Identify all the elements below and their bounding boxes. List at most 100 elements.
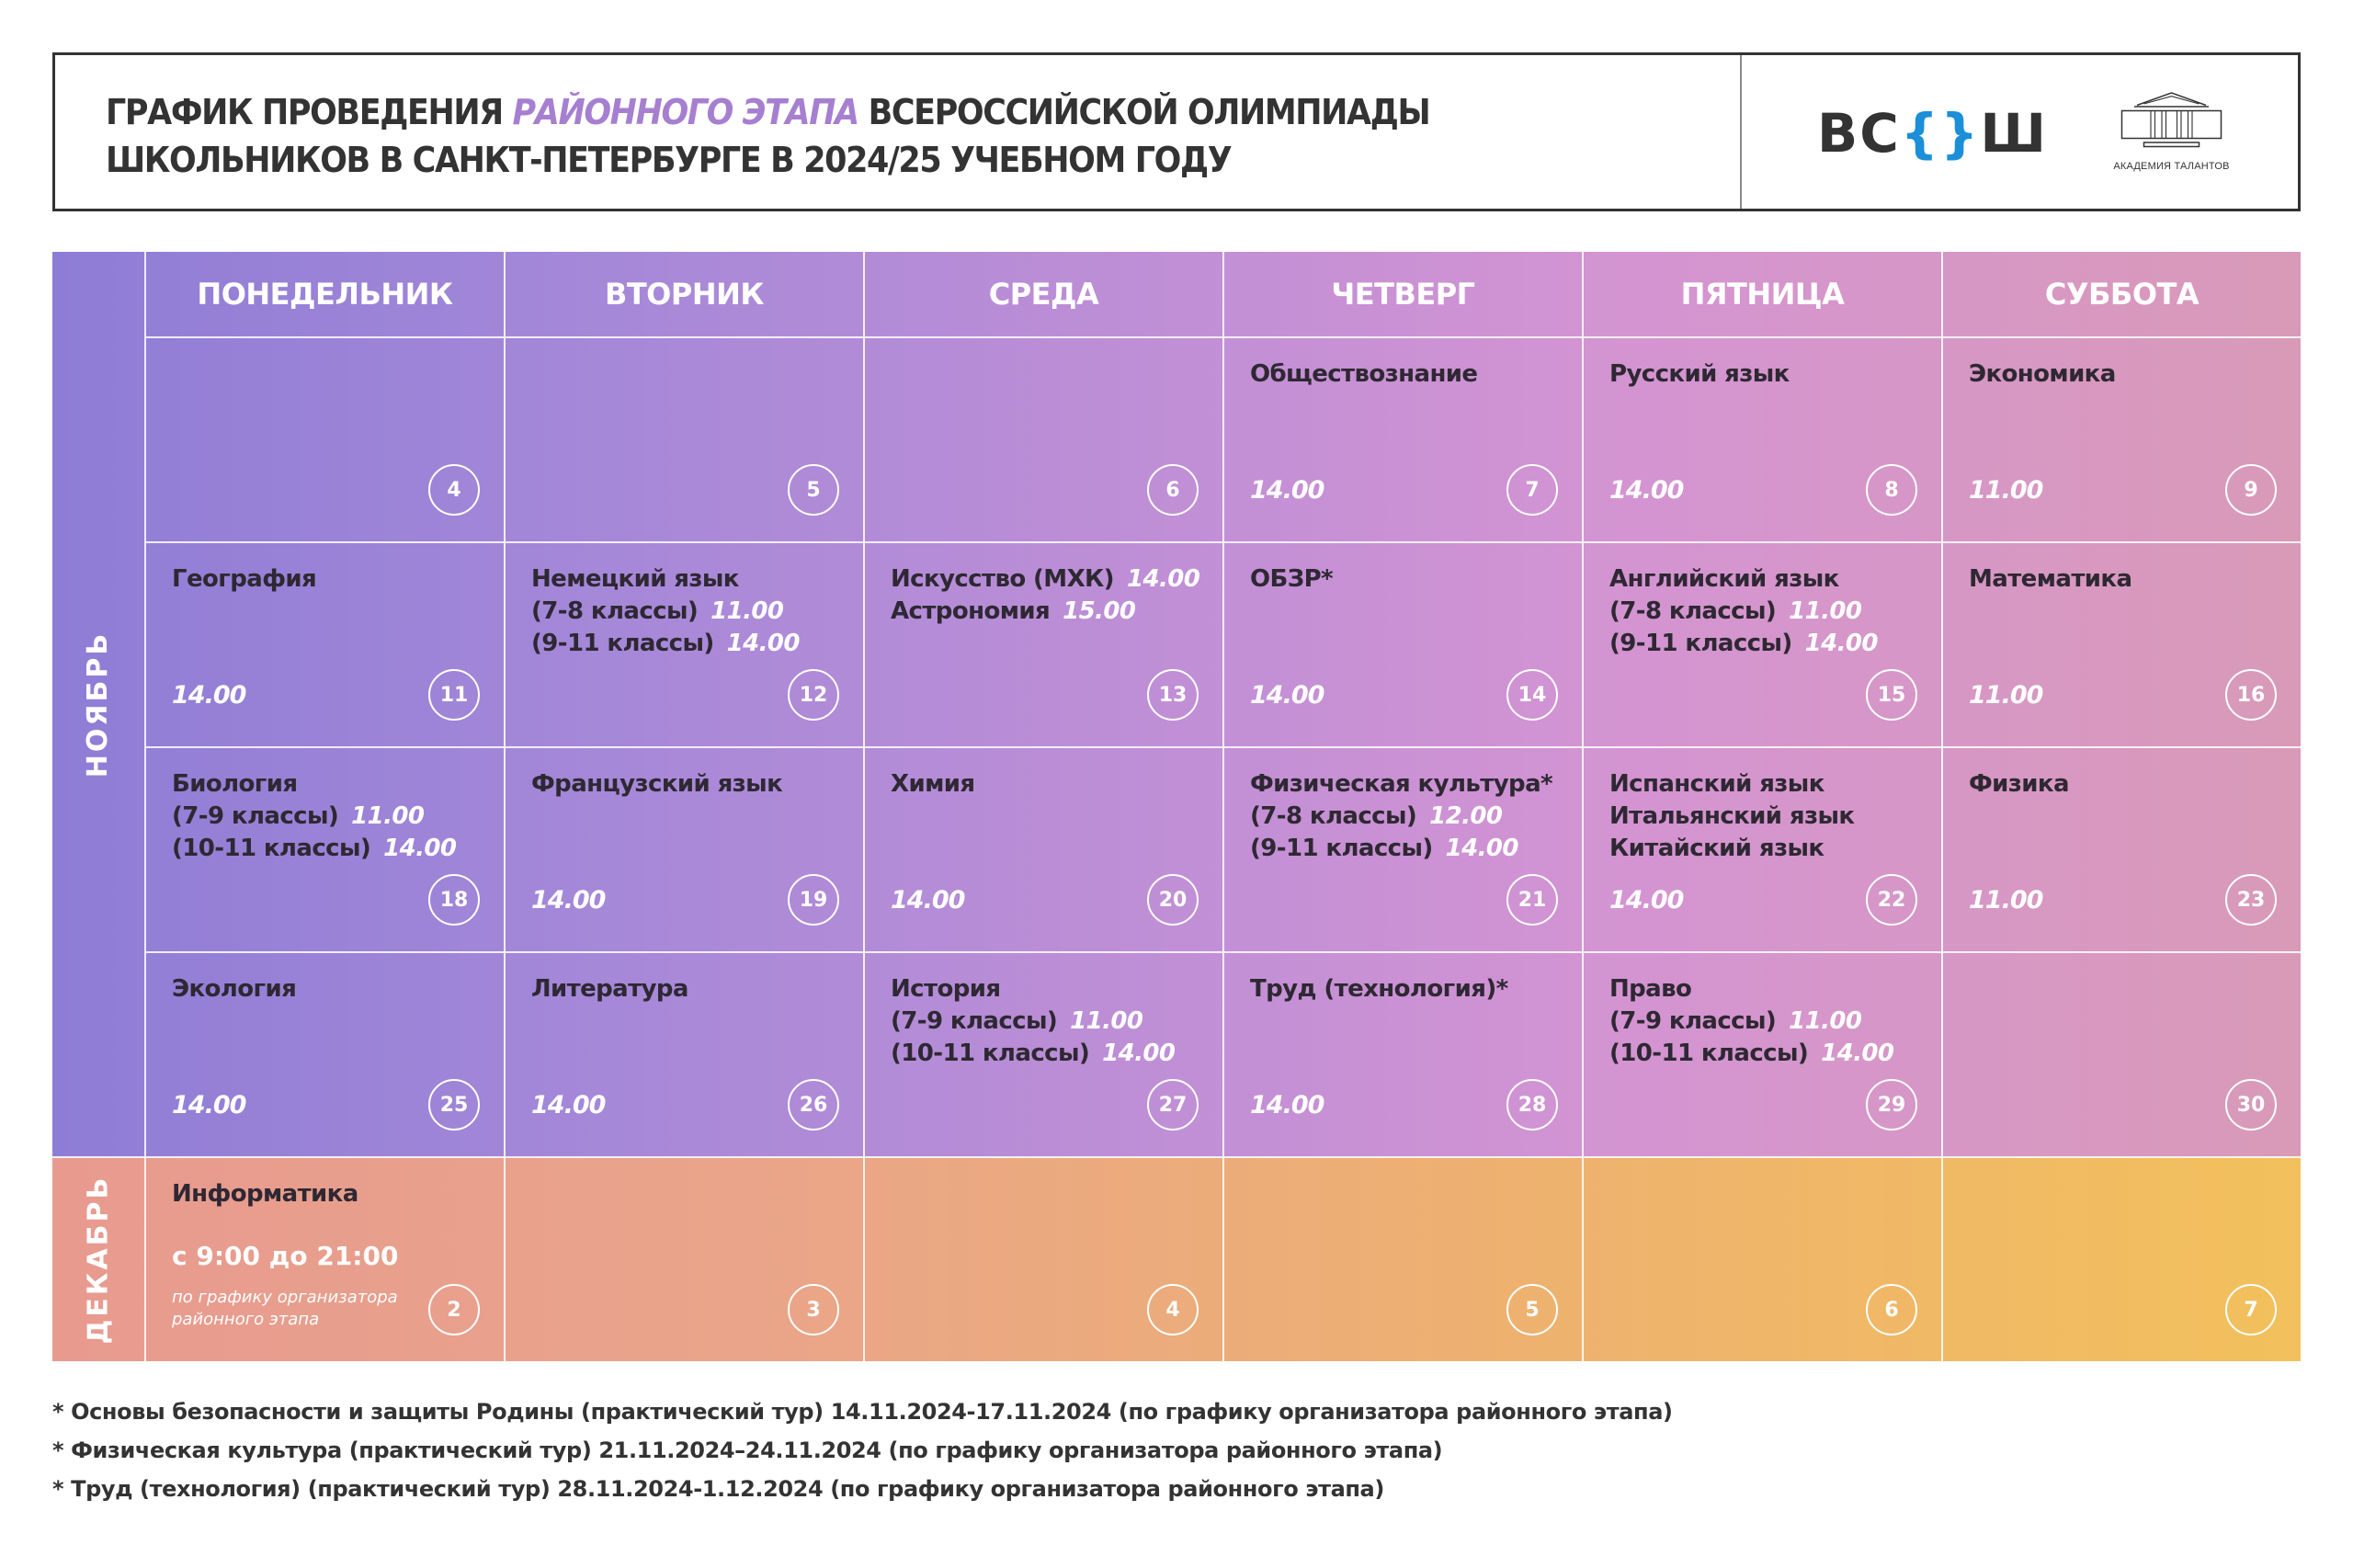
footnote-obzr: * Основы безопасности и защиты Родины (п… xyxy=(52,1399,1673,1425)
subject-block: Биология (7-9 классы) 11.00 (10-11 классы) 1… xyxy=(172,768,457,865)
session-time: 14.00 xyxy=(1126,565,1200,593)
calendar-day-cell: Физическая культура* (7-8 классы) 12.00 (9-… xyxy=(1222,746,1582,951)
calendar-day-cell: Французский язык 14.00 19 xyxy=(504,746,863,951)
calendar-day-cell: 5 xyxy=(1222,1156,1582,1361)
date-badge: 5 xyxy=(788,464,839,516)
date-badge: 12 xyxy=(788,669,839,721)
calendar-day-cell: Экономика 11.00 9 xyxy=(1941,336,2301,541)
session-time: 14.00 xyxy=(1804,630,1879,657)
subject-block: Математика xyxy=(1969,563,2132,596)
subject-block: Право (7-9 классы) 11.00 (10-11 классы) 14.0… xyxy=(1609,973,1894,1070)
calendar-day-cell: 7 xyxy=(1941,1156,2301,1361)
date-badge: 7 xyxy=(1506,464,1558,516)
vsosh-logo: ВС{}Ш xyxy=(1817,102,2049,165)
subject-line: (7-8 классы) 12.00 xyxy=(1250,802,1503,830)
subject-line: Английский язык xyxy=(1609,565,1839,593)
academy-building-icon xyxy=(2120,92,2222,148)
session-time: 11.00 xyxy=(1789,597,1862,625)
date-badge: 22 xyxy=(1866,874,1917,926)
session-time: 11.00 xyxy=(1070,1007,1143,1035)
subject-line: История xyxy=(891,975,1001,1003)
start-time: 11.00 xyxy=(1969,886,2043,915)
subject-block: ОБЗР* xyxy=(1250,563,1334,596)
session-time: 14.00 xyxy=(1102,1040,1176,1067)
subject-block: Экономика xyxy=(1969,358,2116,391)
calendar-day-cell: Биология (7-9 классы) 11.00 (10-11 классы) 1… xyxy=(144,746,504,951)
subject-line: (9-11 классы) 14.00 xyxy=(1250,835,1519,862)
date-badge: 16 xyxy=(2225,669,2277,721)
calendar-day-cell: Информатика с 9:00 до 21:00 по графику орг… xyxy=(144,1156,504,1361)
subject-line: Немецкий язык xyxy=(531,565,739,593)
start-time: 14.00 xyxy=(172,1091,246,1119)
subject-block: Химия xyxy=(891,768,975,801)
date-badge: 18 xyxy=(428,874,480,926)
date-badge: 29 xyxy=(1866,1079,1917,1131)
calendar-day-cell: Русский язык 14.00 8 xyxy=(1582,336,1941,541)
subject-line: Экономика xyxy=(1969,360,2116,388)
start-time: 11.00 xyxy=(1969,476,2043,505)
subject-line: Математика xyxy=(1969,565,2132,593)
start-time: 14.00 xyxy=(172,681,246,710)
date-badge: 11 xyxy=(428,669,480,721)
footnote-physical-culture: * Физическая культура (практический тур)… xyxy=(52,1437,1443,1463)
subject-line: (7-8 классы) 11.00 xyxy=(1609,597,1862,625)
time-range: с 9:00 до 21:00 xyxy=(172,1241,399,1271)
date-badge: 13 xyxy=(1147,669,1199,721)
date-badge: 25 xyxy=(428,1079,480,1131)
subject-block: Труд (технология)* xyxy=(1250,973,1508,1006)
subject-block: Физика xyxy=(1969,768,2070,801)
subject-line: Химия xyxy=(891,770,975,798)
start-time: 14.00 xyxy=(1250,476,1324,505)
calendar-day-cell: Литература 14.00 26 xyxy=(504,951,863,1156)
subject-block: География xyxy=(172,563,317,596)
date-badge: 7 xyxy=(2225,1284,2277,1335)
date-badge: 6 xyxy=(1147,464,1199,516)
subject-line: (7-9 классы) 11.00 xyxy=(891,1007,1143,1035)
calendar-day-cell: Искусство (МХК) 14.00 Астрономия 15.00 13 xyxy=(863,541,1222,746)
subject-line: Испанский язык xyxy=(1609,770,1824,798)
session-time: 11.00 xyxy=(351,802,425,830)
calendar-day-cell: Экология 14.00 25 xyxy=(144,951,504,1156)
subject-line: География xyxy=(172,565,317,593)
calendar-day-cell: Обществознание 14.00 7 xyxy=(1222,336,1582,541)
logo-divider xyxy=(1740,55,1742,209)
calendar-day-cell: 5 xyxy=(504,336,863,541)
subject-line: Экология xyxy=(172,975,297,1003)
calendar-day-cell: Испанский язык Итальянский язык Китайский … xyxy=(1582,746,1941,951)
date-badge: 30 xyxy=(2225,1079,2277,1131)
day-header-thursday: ЧЕТВЕРГ xyxy=(1222,252,1582,336)
subject-line: ОБЗР* xyxy=(1250,565,1334,593)
subject-line: Китайский язык xyxy=(1609,835,1824,862)
calendar-day-cell: Право (7-9 классы) 11.00 (10-11 классы) 14.0… xyxy=(1582,951,1941,1156)
session-time: 14.00 xyxy=(383,835,457,862)
subject-block: История (7-9 классы) 11.00 (10-11 классы) 14… xyxy=(891,973,1176,1070)
subject-line: Обществознание xyxy=(1250,360,1478,388)
session-time: 11.00 xyxy=(1789,1007,1862,1035)
subject-block: Обществознание xyxy=(1250,358,1478,391)
subject-line: Труд (технология)* xyxy=(1250,975,1508,1003)
footnote-trud: * Труд (технология) (практический тур) 2… xyxy=(52,1476,1384,1502)
subject-line: (10-11 классы) 14.00 xyxy=(172,835,457,862)
start-time: 14.00 xyxy=(1609,476,1684,505)
calendar-day-cell: История (7-9 классы) 11.00 (10-11 классы) 14… xyxy=(863,951,1222,1156)
start-time: 14.00 xyxy=(1250,681,1324,710)
session-time: 14.00 xyxy=(1821,1040,1894,1067)
header-banner: ГРАФИК ПРОВЕДЕНИЯ РАЙОННОГО ЭТАПА ВСЕРОС… xyxy=(52,52,2301,211)
subject-block: Английский язык (7-8 классы) 11.00 (9-11 кл… xyxy=(1609,563,1879,660)
subject-block: Информатика xyxy=(172,1180,358,1208)
calendar-day-cell: 6 xyxy=(863,336,1222,541)
calendar-day-cell: Труд (технология)* 14.00 28 xyxy=(1222,951,1582,1156)
date-badge: 4 xyxy=(1147,1284,1199,1335)
calendar-day-cell: 3 xyxy=(504,1156,863,1361)
calendar-day-cell: 6 xyxy=(1582,1156,1941,1361)
page-title: ГРАФИК ПРОВЕДЕНИЯ РАЙОННОГО ЭТАПА ВСЕРОС… xyxy=(106,92,1431,180)
session-time: 14.00 xyxy=(1445,835,1519,862)
academy-logo-text: АКАДЕМИЯ ТАЛАНТОВ xyxy=(2113,161,2230,172)
date-badge: 21 xyxy=(1506,874,1558,926)
subject-block: Русский язык xyxy=(1609,358,1790,391)
start-time: 11.00 xyxy=(1969,681,2043,710)
subject-block: Французский язык xyxy=(531,768,783,801)
session-time: 11.00 xyxy=(710,597,784,625)
subject-line: (9-11 классы) 14.00 xyxy=(531,630,801,657)
start-time: 14.00 xyxy=(1609,886,1684,915)
